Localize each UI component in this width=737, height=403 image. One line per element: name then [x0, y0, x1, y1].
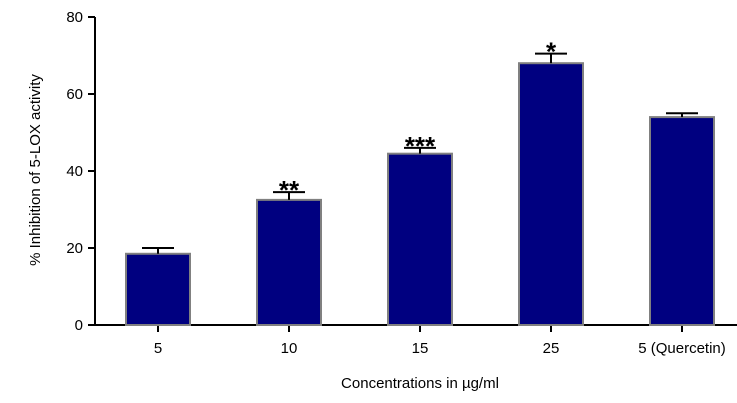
bar [518, 62, 584, 326]
y-axis: 0 20 40 60 80 [66, 9, 96, 334]
y-tick-label: 40 [66, 163, 83, 180]
y-tick-label: 60 [66, 86, 83, 103]
y-tick-label: 20 [66, 240, 83, 257]
x-tick-label: 5 (Quercetin) [638, 340, 726, 357]
x-tick-label: 25 [543, 340, 560, 357]
x-axis-title: Concentrations in µg/ml [341, 375, 499, 392]
significance-label: * [546, 37, 557, 67]
significance-label: *** [405, 131, 436, 161]
x-tick-label: 10 [281, 340, 298, 357]
significance-label: ** [279, 175, 300, 205]
bar [125, 252, 191, 326]
x-axis: 5 10 15 25 5 (Quercetin) [95, 324, 737, 357]
y-tick-label: 80 [66, 9, 83, 26]
significance-labels: ****** [279, 37, 557, 206]
x-tick-label: 5 [154, 340, 162, 357]
error-bars [142, 52, 698, 254]
y-tick-label: 0 [75, 317, 83, 334]
bar [649, 116, 715, 326]
bar [387, 152, 453, 326]
bars [125, 62, 715, 326]
y-axis-title: % Inhibition of 5-LOX activity [27, 74, 44, 266]
x-tick-label: 15 [412, 340, 429, 357]
bar [256, 198, 322, 326]
